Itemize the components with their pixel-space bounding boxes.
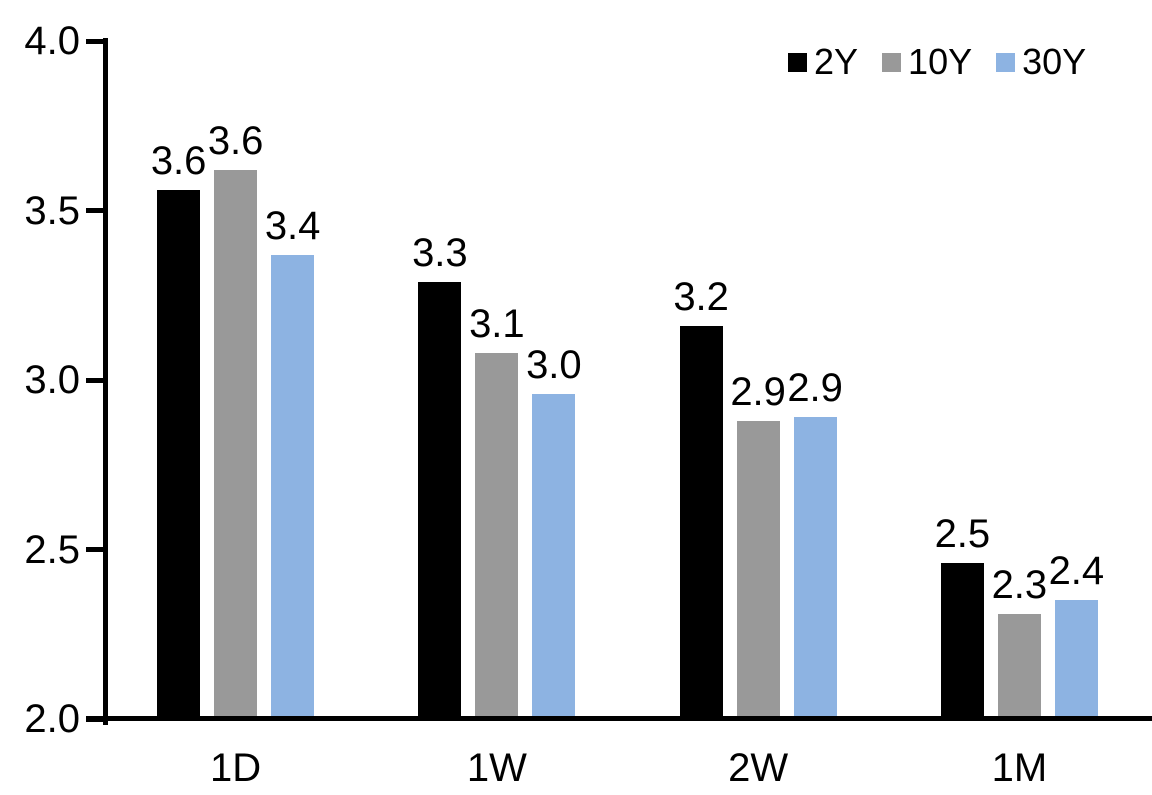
bar-10y-1m — [997, 613, 1041, 716]
data-label-10y-1m: 2.3 — [991, 562, 1048, 607]
x-category-label-1w: 1W — [466, 746, 527, 790]
data-label-10y-2w: 2.9 — [730, 369, 786, 414]
legend-label-2y: 2Y — [814, 41, 859, 82]
y-tick-2.0 — [86, 716, 103, 722]
data-label-30y-1d: 3.4 — [264, 203, 321, 248]
bar-10y-1d — [214, 169, 258, 716]
y-tick-label-3.0: 3.0 — [24, 358, 80, 402]
data-label-2y-1w: 3.3 — [412, 230, 468, 275]
data-label-10y-1d: 3.6 — [207, 118, 264, 163]
bar-2y-1w — [418, 281, 462, 716]
data-label-10y-1w: 3.1 — [469, 301, 525, 346]
y-tick-3.0 — [86, 377, 103, 383]
y-tick-label-3.5: 3.5 — [24, 188, 80, 233]
x-category-label-2w: 2W — [728, 746, 789, 790]
bar-10y-1w — [475, 352, 519, 716]
bar-30y-1d — [271, 254, 315, 716]
x-category-label-1d: 1D — [210, 746, 262, 790]
data-label-2y-1m: 2.5 — [934, 512, 991, 557]
x-axis-line — [86, 716, 1152, 721]
legend-item-2y: 2Y — [788, 42, 858, 82]
legend-swatch-30y — [996, 52, 1016, 72]
legend-label-30y: 30Y — [1022, 41, 1087, 82]
y-tick-label-4.0: 4.0 — [24, 19, 80, 63]
legend-swatch-10y — [882, 52, 902, 72]
bar-2y-2w — [679, 325, 723, 716]
y-axis-line — [103, 38, 108, 725]
bar-2y-1d — [157, 190, 201, 716]
data-label-30y-1w: 3.0 — [526, 342, 582, 387]
data-label-2y-2w: 3.2 — [673, 274, 729, 319]
bar-10y-2w — [736, 420, 780, 716]
legend-item-10y: 10Y — [882, 42, 972, 82]
y-tick-label-2.0: 2.0 — [24, 697, 80, 741]
legend-item-30y: 30Y — [996, 42, 1086, 82]
y-tick-label-2.5: 2.5 — [24, 527, 80, 572]
data-label-30y-1m: 2.4 — [1048, 549, 1105, 594]
x-category-label-1m: 1M — [991, 746, 1048, 790]
bar-30y-2w — [793, 417, 837, 716]
y-tick-3.5 — [86, 208, 103, 213]
bar-30y-1w — [532, 393, 576, 716]
bar-2y-1m — [940, 563, 984, 716]
y-tick-4.0 — [86, 38, 103, 44]
legend-label-10y: 10Y — [908, 41, 973, 82]
data-label-30y-2w: 2.9 — [787, 366, 843, 411]
legend-swatch-2y — [788, 52, 807, 72]
data-label-2y-1d: 3.6 — [150, 139, 207, 184]
y-tick-2.5 — [86, 547, 103, 552]
bar-30y-1m — [1054, 600, 1098, 716]
legend: 2Y 10Y 30Y — [788, 42, 1086, 82]
